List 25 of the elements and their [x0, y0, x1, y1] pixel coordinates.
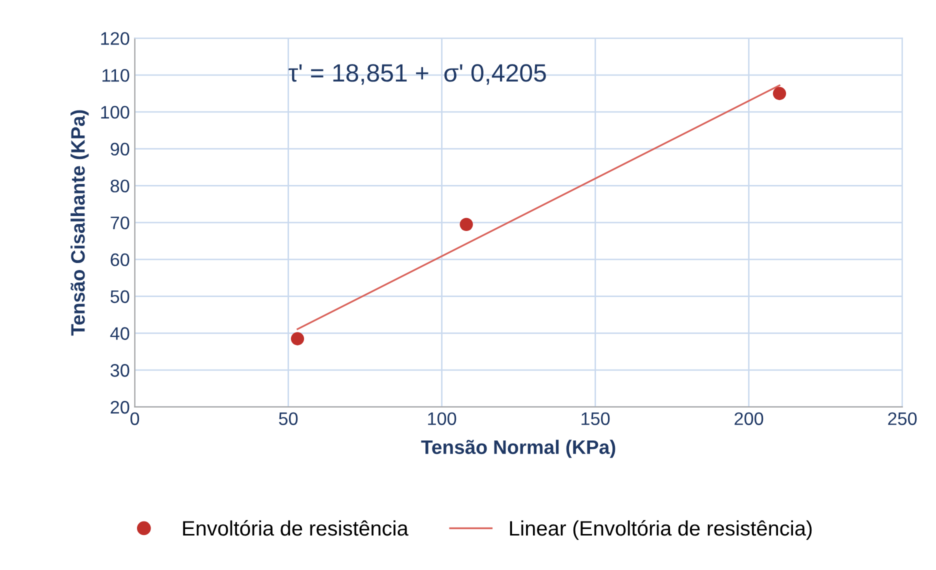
point	[460, 218, 473, 232]
legend-label: Linear (Envoltória de resistência)	[510, 520, 812, 540]
y-tick-label: 20	[110, 400, 130, 414]
annotation: τ' = 18,851 + σ' 0,4205	[288, 64, 546, 85]
y-tick-label: 30	[110, 364, 130, 377]
point	[772, 86, 786, 100]
y-tick-label: 80	[110, 180, 130, 192]
y-tick-label: 110	[102, 69, 130, 82]
x-tick-label: 200	[734, 412, 764, 426]
x-tick-label: 0	[130, 412, 140, 426]
y-tick-label: 100	[101, 106, 130, 119]
y-tick-label: 60	[110, 253, 130, 266]
x-tick-label: 50	[278, 412, 298, 426]
point	[290, 332, 304, 346]
y-tick-label: 50	[110, 290, 130, 304]
y-tick-label: 70	[110, 216, 130, 230]
y-tick-label: 40	[110, 327, 130, 340]
x-tick-label: 100	[428, 412, 456, 426]
y-axis-title: Tensão Cisalhante (KPa)	[70, 110, 89, 336]
y-tick-label: 90	[110, 142, 130, 156]
y-tick-label: 120	[101, 32, 130, 45]
x-axis-title: Tensão Normal (KPa)	[421, 440, 616, 458]
legend-label: Envoltória de resistência	[183, 520, 408, 536]
x-tick-label: 250	[888, 412, 917, 426]
x-tick-label: 150	[582, 412, 610, 426]
